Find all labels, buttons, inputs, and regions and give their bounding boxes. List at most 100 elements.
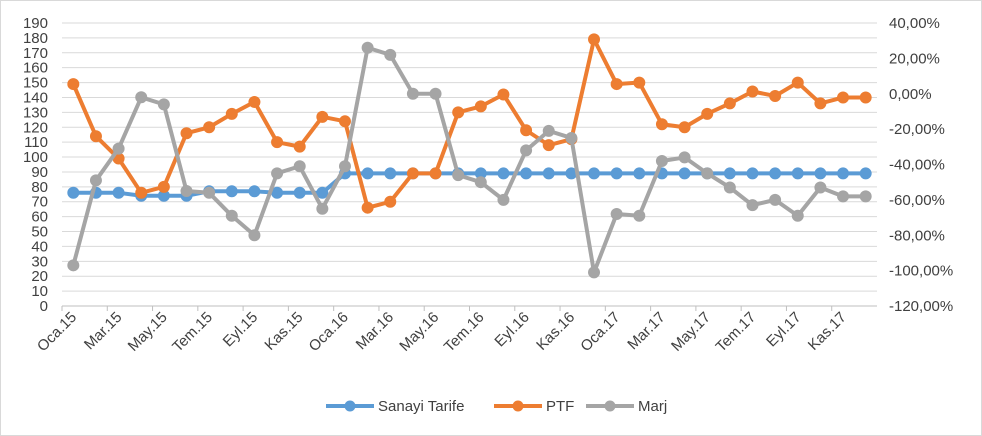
ptf-point: [633, 76, 646, 89]
y-right-tick-label: -120,00%: [889, 298, 953, 315]
ptf-point: [135, 186, 148, 199]
legend: Sanayi Tarife PTF Marj: [326, 398, 667, 415]
right-axis-labels: -120,00% -100,00% -80,00% -60,00% -40,00% -20…: [889, 15, 953, 315]
marj-point: [520, 144, 533, 157]
y-left-tick-label: 190: [23, 15, 48, 32]
sanayi-tarife-point: [633, 167, 646, 180]
ptf-point: [859, 91, 872, 104]
ptf-point: [406, 167, 419, 180]
sanayi-tarife-point: [361, 167, 374, 180]
marj-point: [361, 41, 374, 54]
y-left-tick-label: 110: [24, 134, 48, 151]
marj-point: [338, 160, 351, 173]
ptf-point: [203, 121, 216, 134]
ptf-series-line: [71, 37, 866, 210]
sanayi-tarife-point: [112, 186, 125, 199]
x-tick-label: Tem.17: [713, 309, 760, 356]
ptf-point: [384, 195, 397, 208]
y-right-tick-label: 40,00%: [889, 15, 940, 32]
legend-label: Marj: [638, 398, 667, 415]
legend-label: Sanayi Tarife: [378, 398, 464, 415]
sanayi-tarife-point: [859, 167, 872, 180]
marj-point: [225, 209, 238, 222]
ptf-point: [837, 91, 850, 104]
ptf-point: [89, 130, 102, 143]
marj-point: [248, 229, 261, 242]
x-tick-label: May.16: [396, 309, 442, 355]
x-tick-label: Oca.16: [306, 309, 352, 355]
y-right-tick-label: -60,00%: [889, 192, 945, 209]
legend-swatch-marker: [512, 400, 524, 412]
marj-point: [723, 181, 736, 194]
sanayi-tarife-point: [588, 167, 601, 180]
legend-swatch-marker: [604, 400, 616, 412]
x-tick-label: Oca.17: [577, 309, 623, 355]
ptf-point: [678, 121, 691, 134]
marj-point: [293, 160, 306, 173]
x-tick-label: Mar.17: [624, 309, 668, 353]
ptf-point: [293, 140, 306, 153]
y-right-tick-label: 20,00%: [889, 50, 940, 67]
marj-point: [406, 87, 419, 100]
sanayi-tarife-point: [520, 167, 533, 180]
y-right-tick-label: -40,00%: [889, 157, 945, 174]
marj-series-line: [71, 45, 866, 275]
y-left-tick-label: 170: [23, 45, 48, 62]
ptf-point: [588, 33, 601, 46]
ptf-point: [497, 88, 510, 101]
marj-point: [203, 186, 216, 199]
x-tick-label: Kas.17: [805, 309, 850, 354]
marj-point: [135, 91, 148, 104]
marj-point: [542, 124, 555, 137]
marj-point: [814, 181, 827, 194]
y-right-tick-label: -20,00%: [889, 121, 945, 138]
y-left-tick-label: 120: [23, 119, 48, 136]
ptf-point: [655, 118, 668, 131]
y-left-tick-label: 20: [31, 268, 48, 285]
ptf-point: [248, 95, 261, 108]
ptf-point: [769, 89, 782, 102]
sanayi-tarife-point: [316, 186, 329, 199]
y-left-tick-label: 80: [31, 179, 48, 196]
x-tick-label: Kas.16: [533, 309, 578, 354]
x-tick-label: Mar.15: [81, 309, 125, 353]
marj-point: [157, 98, 170, 111]
y-left-tick-label: 50: [31, 224, 48, 241]
x-tick-label: Eyl.16: [491, 309, 533, 351]
marj-point: [180, 185, 193, 198]
y-left-tick-label: 0: [40, 298, 48, 315]
marj-point: [316, 202, 329, 215]
y-left-tick-label: 40: [31, 238, 48, 255]
marj-point: [746, 199, 759, 212]
ptf-point: [452, 106, 465, 119]
marj-point: [384, 48, 397, 61]
sanayi-tarife-point: [248, 185, 261, 198]
x-tick-label: Oca.15: [34, 309, 80, 355]
y-left-tick-label: 60: [31, 209, 48, 226]
marj-point: [474, 176, 487, 189]
ptf-point: [814, 97, 827, 110]
ptf-point: [225, 107, 238, 120]
ptf-point: [180, 127, 193, 140]
x-tick-label: Eyl.17: [763, 309, 805, 351]
marj-point: [89, 174, 102, 187]
marj-point: [859, 190, 872, 203]
y-right-tick-label: 0,00%: [889, 86, 932, 103]
ptf-point: [338, 115, 351, 128]
ptf-point: [316, 110, 329, 123]
y-left-tick-label: 100: [23, 149, 48, 166]
marj-point: [271, 167, 284, 180]
ptf-point: [520, 124, 533, 137]
marj-point: [837, 190, 850, 203]
marj-point: [769, 193, 782, 206]
marj-point: [497, 193, 510, 206]
sanayi-tarife-point: [497, 167, 510, 180]
y-left-tick-label: 160: [23, 60, 48, 77]
marj-point: [610, 208, 623, 221]
series-layer: [67, 33, 872, 279]
y-left-tick-label: 140: [23, 89, 48, 106]
x-tick-label: Mar.16: [353, 309, 397, 353]
sanayi-tarife-point: [723, 167, 736, 180]
legend-label: PTF: [546, 398, 574, 415]
